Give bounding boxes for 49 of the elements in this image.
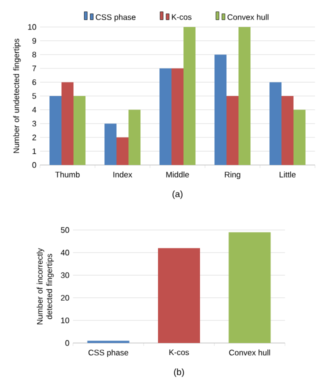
bar bbox=[116, 137, 128, 165]
y-tick-label: 6 bbox=[32, 79, 36, 86]
bar bbox=[74, 96, 86, 165]
y-tick-label: 3 bbox=[32, 120, 36, 126]
y-axis-title: Number of undetected fingertips bbox=[13, 38, 21, 153]
x-tick-label: Thumb bbox=[55, 172, 80, 178]
x-tick-label: Little bbox=[280, 172, 296, 178]
bar bbox=[238, 26, 250, 165]
y-tick-label: 10 bbox=[61, 318, 70, 324]
y-tick-label: 7 bbox=[32, 66, 36, 72]
y-tick-label: 4 bbox=[32, 107, 36, 113]
bar bbox=[228, 232, 271, 343]
x-tick-label: Convex hull bbox=[229, 350, 270, 356]
legend-label: K-cos bbox=[172, 14, 192, 20]
y-tick-label: 10 bbox=[28, 24, 36, 30]
x-tick-label: Ring bbox=[224, 172, 240, 179]
y-tick-label: 40 bbox=[60, 250, 70, 256]
bar bbox=[226, 96, 238, 165]
y-tick-label: 30 bbox=[60, 272, 70, 278]
x-tick-label: Index bbox=[113, 172, 132, 178]
x-tick-label: CSS phase bbox=[88, 350, 128, 357]
bar bbox=[128, 110, 140, 165]
bar bbox=[160, 68, 172, 165]
bar bbox=[214, 54, 226, 165]
y-axis-title: Number of incorrectly detected fingertips bbox=[36, 248, 54, 324]
text: (b) bbox=[174, 368, 184, 377]
y-tick-label: 1 bbox=[32, 148, 36, 154]
bar bbox=[270, 82, 282, 165]
text: (a) bbox=[172, 190, 182, 199]
bar bbox=[294, 110, 306, 165]
y-tick-label: 0 bbox=[65, 340, 70, 346]
y-tick-label: 8 bbox=[32, 52, 36, 58]
y-tick-label: 5 bbox=[32, 93, 36, 99]
y-tick-label: 0 bbox=[32, 162, 36, 168]
y-tick-label: 9 bbox=[32, 38, 36, 44]
bar bbox=[104, 124, 116, 165]
bar bbox=[50, 96, 62, 165]
bar bbox=[184, 26, 196, 165]
legend-label: Convex hull bbox=[228, 14, 268, 20]
y-tick-label: 20 bbox=[60, 294, 70, 301]
y-tick-label: 2 bbox=[32, 134, 36, 140]
bar bbox=[172, 68, 184, 165]
x-tick-label: Middle bbox=[166, 172, 189, 178]
bar bbox=[62, 82, 74, 165]
bar bbox=[158, 248, 200, 343]
legend-label: CSS phase bbox=[96, 14, 136, 22]
x-tick-label: K-cos bbox=[169, 350, 189, 356]
y-tick-label: 50 bbox=[60, 227, 70, 233]
bar bbox=[281, 96, 294, 165]
